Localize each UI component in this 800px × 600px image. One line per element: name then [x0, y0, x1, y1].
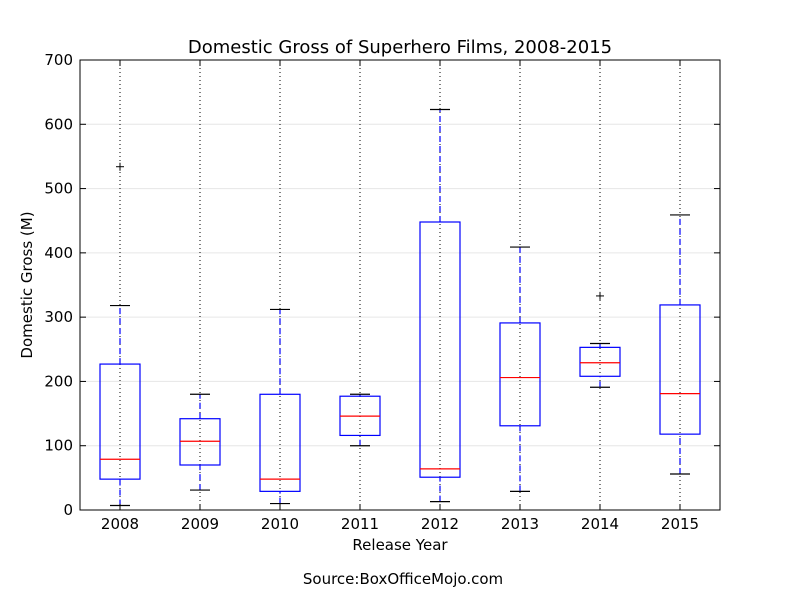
- x-tick-label: 2012: [421, 515, 459, 533]
- y-tick-label: 500: [44, 180, 73, 198]
- box-2010: [259, 393, 301, 492]
- x-tick-label: 2010: [261, 515, 299, 533]
- box-2014: [579, 346, 621, 377]
- x-tick-label: 2009: [181, 515, 219, 533]
- box-2012: [419, 221, 461, 478]
- y-tick-label: 100: [44, 437, 73, 455]
- box-2015: [659, 304, 701, 435]
- y-tick-label: 200: [44, 372, 73, 390]
- y-tick-label: 400: [44, 244, 73, 262]
- plot-area: 0 100 200 300 400 500 600 700 2008 2009 2010 2011 20…: [44, 51, 721, 533]
- y-tick-label: 300: [44, 308, 73, 326]
- x-tick-label: 2013: [501, 515, 539, 533]
- y-tick-label: 600: [44, 115, 73, 133]
- plot-frame: [79, 59, 721, 511]
- chart-title: Domestic Gross of Superhero Films, 2008-…: [188, 37, 612, 58]
- x-tick-label: 2015: [661, 515, 699, 533]
- y-tick-label: 700: [44, 51, 73, 69]
- box-2008: [99, 363, 141, 480]
- x-axis-label: Release Year: [352, 536, 448, 554]
- y-axis-label: Domestic Gross (M): [18, 211, 36, 358]
- x-tick-label: 2014: [581, 515, 619, 533]
- source-caption: Source:BoxOfficeMojo.com: [303, 570, 503, 588]
- y-tick-label: 0: [63, 501, 73, 519]
- x-tick-label: 2011: [341, 515, 379, 533]
- outlier-point: [116, 162, 124, 171]
- box-2009: [179, 418, 221, 466]
- outlier-point: [596, 291, 604, 300]
- x-tick-label: 2008: [101, 515, 139, 533]
- box-2013: [499, 322, 541, 427]
